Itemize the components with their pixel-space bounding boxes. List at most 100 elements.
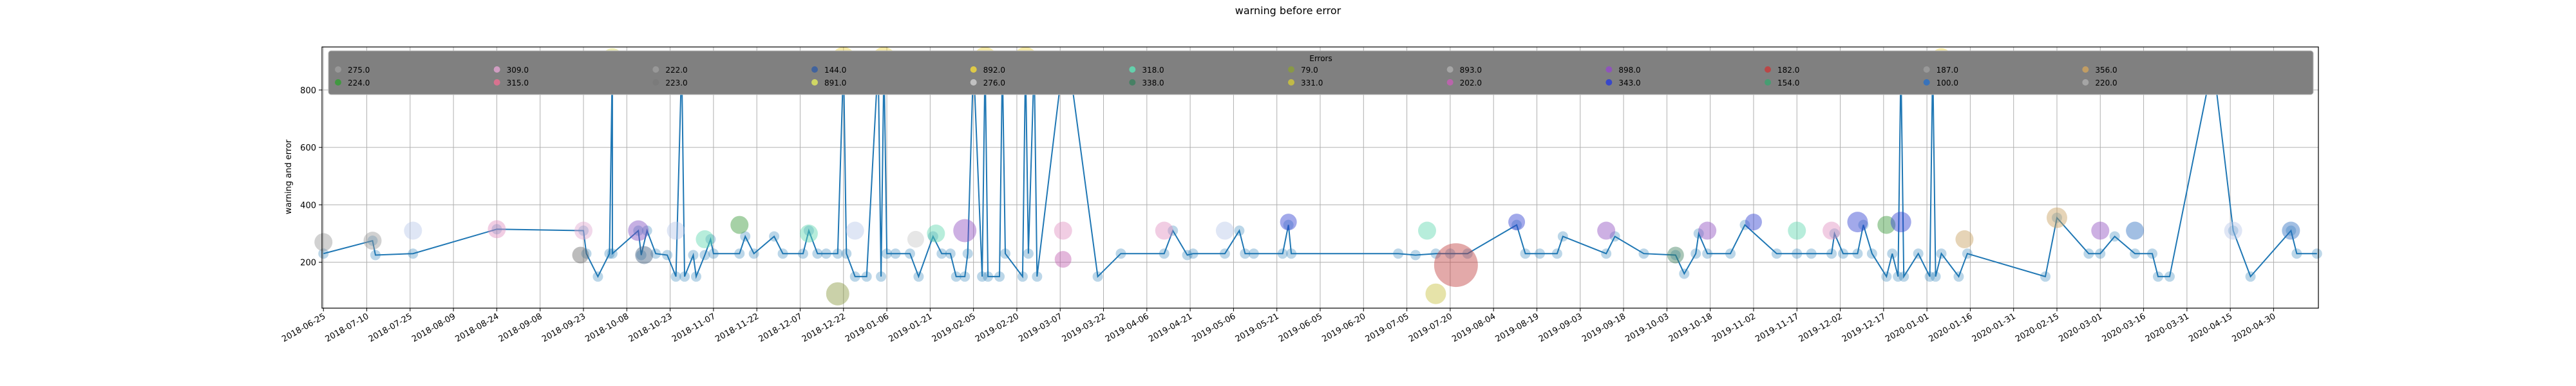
series-point — [592, 271, 603, 282]
series-point — [832, 248, 843, 259]
series-point — [1609, 231, 1620, 242]
series-point — [1725, 248, 1736, 259]
series-point — [1410, 250, 1421, 261]
error-marker — [1847, 212, 1868, 233]
legend-label: 343.0 — [1618, 78, 1640, 87]
error-marker — [635, 246, 654, 264]
series-point — [1806, 248, 1817, 259]
legend: Errors 275.0 224.0 309.0 315.0 222.0 223.0 144… — [328, 50, 2314, 95]
legend-title: Errors — [1309, 54, 1332, 63]
error-marker — [1508, 214, 1526, 231]
series-point — [1393, 248, 1404, 259]
legend-marker — [1605, 66, 1613, 73]
series-point — [699, 250, 710, 261]
error-marker — [799, 225, 818, 243]
series-point — [999, 248, 1010, 259]
error-marker — [1667, 246, 1684, 264]
series-point — [1168, 225, 1179, 236]
error-marker — [1054, 251, 1072, 268]
error-marker — [730, 216, 749, 234]
legend-label: 154.0 — [1777, 78, 1799, 87]
error-marker — [1745, 214, 1762, 231]
error-marker — [667, 221, 685, 240]
legend-marker — [1765, 79, 1771, 86]
series-point — [1115, 248, 1126, 259]
series-point — [740, 231, 751, 242]
error-marker — [363, 232, 382, 250]
series-point — [904, 248, 915, 259]
series-point — [1826, 248, 1837, 259]
error-marker — [953, 219, 977, 243]
legend-label: 318.0 — [1142, 66, 1164, 75]
series-point — [983, 271, 994, 282]
series-point — [1023, 248, 1034, 259]
series-point — [408, 248, 419, 259]
legend-label: 222.0 — [665, 66, 687, 75]
series-point — [1430, 248, 1441, 259]
series-point — [1858, 219, 1869, 230]
error-marker — [1890, 212, 1911, 233]
legend-marker — [335, 79, 341, 86]
series-point — [1693, 228, 1704, 239]
legend-marker — [493, 66, 500, 73]
legend-label: 79.0 — [1301, 66, 1318, 75]
error-marker — [2224, 221, 2242, 240]
series-point — [962, 248, 973, 259]
legend-box — [328, 50, 2314, 95]
series-point — [1534, 248, 1545, 259]
y-tick-label: 800 — [300, 86, 316, 96]
legend-label: 182.0 — [1777, 66, 1799, 75]
series-point — [861, 271, 872, 282]
error-marker — [488, 220, 506, 239]
y-tick-label: 600 — [300, 143, 316, 153]
error-marker — [907, 230, 924, 248]
error-marker — [628, 220, 649, 241]
legend-marker — [1129, 79, 1136, 86]
series-point — [650, 248, 661, 259]
legend-marker — [2082, 66, 2089, 73]
series-point — [2164, 271, 2175, 282]
legend-label: 202.0 — [1460, 78, 1482, 87]
series-point — [1679, 268, 1690, 279]
series-point — [797, 248, 808, 259]
series-point — [1924, 271, 1935, 282]
series-point — [705, 234, 716, 244]
legend-marker — [1765, 66, 1771, 73]
series-point — [994, 271, 1005, 282]
series-point — [1286, 248, 1297, 259]
error-marker — [314, 233, 333, 252]
legend-marker — [1288, 66, 1294, 73]
legend-marker — [1446, 66, 1454, 73]
series-point — [2109, 231, 2120, 242]
legend-label: 891.0 — [824, 78, 846, 87]
series-point — [1017, 271, 1028, 282]
legend-label: 224.0 — [348, 78, 370, 87]
series-point — [1159, 248, 1170, 259]
series-point — [491, 224, 502, 235]
series-point — [1601, 248, 1612, 259]
series-point — [1702, 248, 1713, 259]
series-point — [1838, 248, 1849, 259]
series-point — [1240, 248, 1251, 259]
y-tick-label: 400 — [300, 201, 316, 210]
series-point — [2130, 248, 2141, 259]
legend-label: 898.0 — [1618, 66, 1640, 75]
chart-title: warning before error — [1235, 5, 1341, 17]
series-point — [1444, 248, 1455, 259]
series-point — [1690, 248, 1701, 259]
series-point — [604, 248, 615, 259]
series-point — [690, 271, 701, 282]
series-point — [2291, 248, 2302, 259]
series-point — [849, 271, 860, 282]
error-marker — [1155, 221, 1173, 240]
series-point — [636, 250, 647, 261]
series-point — [670, 271, 681, 282]
series-point — [2040, 271, 2051, 282]
series-point — [607, 248, 618, 259]
series-point — [1283, 219, 1294, 230]
y-axis: 200 400 600 800 — [300, 86, 322, 268]
error-marker — [1788, 221, 1806, 240]
error-marker — [2282, 221, 2300, 240]
y-axis-label: warning and error — [284, 139, 294, 214]
